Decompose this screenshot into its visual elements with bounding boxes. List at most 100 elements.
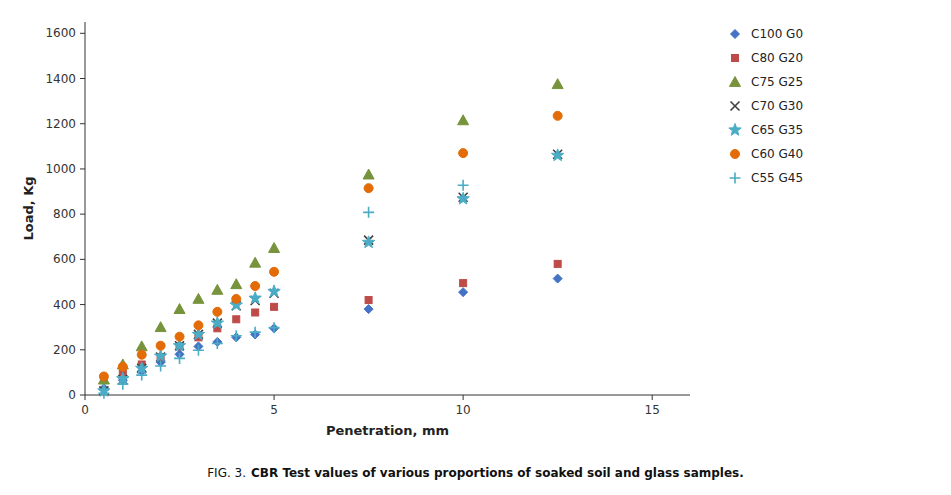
plot-area	[98, 79, 564, 399]
x-tick-label: 10	[455, 403, 470, 417]
series	[98, 79, 563, 384]
point	[364, 305, 373, 314]
point	[99, 372, 108, 381]
series	[99, 274, 562, 393]
point	[459, 149, 468, 158]
point	[155, 361, 166, 372]
x-tick-label: 15	[645, 403, 660, 417]
point	[554, 260, 561, 267]
point	[459, 288, 468, 297]
legend-label: C55 G45	[751, 171, 803, 185]
y-tick-label: 1400	[45, 72, 76, 86]
y-tick-label: 0	[68, 388, 76, 402]
chart: 05101502004006008001000120014001600Penet…	[0, 0, 951, 495]
point	[136, 370, 147, 381]
legend-label: C60 G40	[751, 147, 803, 161]
y-axis-label: Load, Kg	[21, 176, 36, 240]
x-axis-label: Penetration, mm	[326, 423, 449, 438]
x-tick	[463, 395, 464, 400]
series	[98, 149, 564, 396]
y-tick	[80, 168, 85, 169]
point	[117, 379, 128, 390]
legend-marker	[731, 102, 740, 111]
point	[250, 327, 261, 338]
point	[193, 293, 204, 303]
y-tick-label: 600	[53, 252, 76, 266]
legend-label: C70 G30	[751, 99, 803, 113]
point	[174, 353, 185, 364]
y-tick	[80, 259, 85, 260]
legend-label: C100 G0	[751, 27, 803, 41]
point	[460, 280, 467, 287]
point	[231, 330, 242, 341]
point	[155, 322, 166, 332]
y-tick	[80, 33, 85, 34]
legend-marker	[731, 150, 740, 159]
y-tick	[80, 78, 85, 79]
legend-marker	[732, 55, 739, 62]
y-tick-label: 1600	[45, 26, 76, 40]
point	[271, 303, 278, 310]
point	[269, 322, 280, 333]
point	[174, 304, 185, 314]
x-tick-label: 5	[270, 403, 278, 417]
point	[136, 341, 147, 351]
y-tick	[80, 349, 85, 350]
point	[363, 169, 374, 179]
y-tick	[80, 304, 85, 305]
y-axis-line	[85, 22, 86, 395]
point	[213, 307, 222, 316]
y-tick	[80, 395, 85, 396]
point	[211, 317, 223, 329]
legend-marker	[730, 77, 741, 87]
point	[458, 180, 469, 191]
point	[194, 321, 203, 330]
point	[212, 338, 223, 349]
point	[156, 341, 165, 350]
point	[193, 345, 204, 356]
legend-label: C65 G35	[751, 123, 803, 137]
y-tick-label: 200	[53, 343, 76, 357]
axes: 05101502004006008001000120014001600	[45, 22, 690, 417]
y-tick	[80, 214, 85, 215]
point	[553, 111, 562, 120]
series	[99, 111, 562, 381]
point	[233, 316, 240, 323]
series	[99, 150, 562, 396]
caption-label: FIG. 3.	[207, 466, 246, 480]
x-tick	[85, 395, 86, 400]
point	[98, 388, 109, 399]
x-tick-label: 0	[81, 403, 89, 417]
y-tick-label: 400	[53, 298, 76, 312]
point	[268, 285, 280, 297]
point	[365, 297, 372, 304]
legend-label: C80 G20	[751, 51, 803, 65]
caption: FIG. 3.CBR Test values of various propor…	[207, 466, 744, 480]
y-tick-label: 800	[53, 207, 76, 221]
point	[552, 79, 563, 89]
series	[100, 260, 561, 382]
legend: C100 G0 C80 G20 C75 G25 C70 G30 C65 G35 C60 G…	[729, 27, 803, 185]
point	[362, 236, 374, 248]
point	[269, 243, 280, 253]
point	[154, 350, 166, 362]
legend-marker	[731, 30, 740, 39]
point	[118, 362, 127, 371]
x-tick	[274, 395, 275, 400]
point	[363, 207, 374, 218]
y-tick-label: 1000	[45, 162, 76, 176]
legend-label: C75 G25	[751, 75, 803, 89]
point	[251, 282, 260, 291]
series	[98, 180, 468, 399]
point	[458, 115, 469, 125]
y-tick	[80, 123, 85, 124]
point	[553, 274, 562, 283]
x-tick	[652, 395, 653, 400]
point	[250, 257, 261, 267]
point	[232, 294, 241, 303]
legend-marker	[729, 124, 741, 136]
legend-marker	[730, 173, 741, 184]
point	[137, 350, 146, 359]
point	[457, 192, 469, 204]
point	[551, 149, 563, 161]
